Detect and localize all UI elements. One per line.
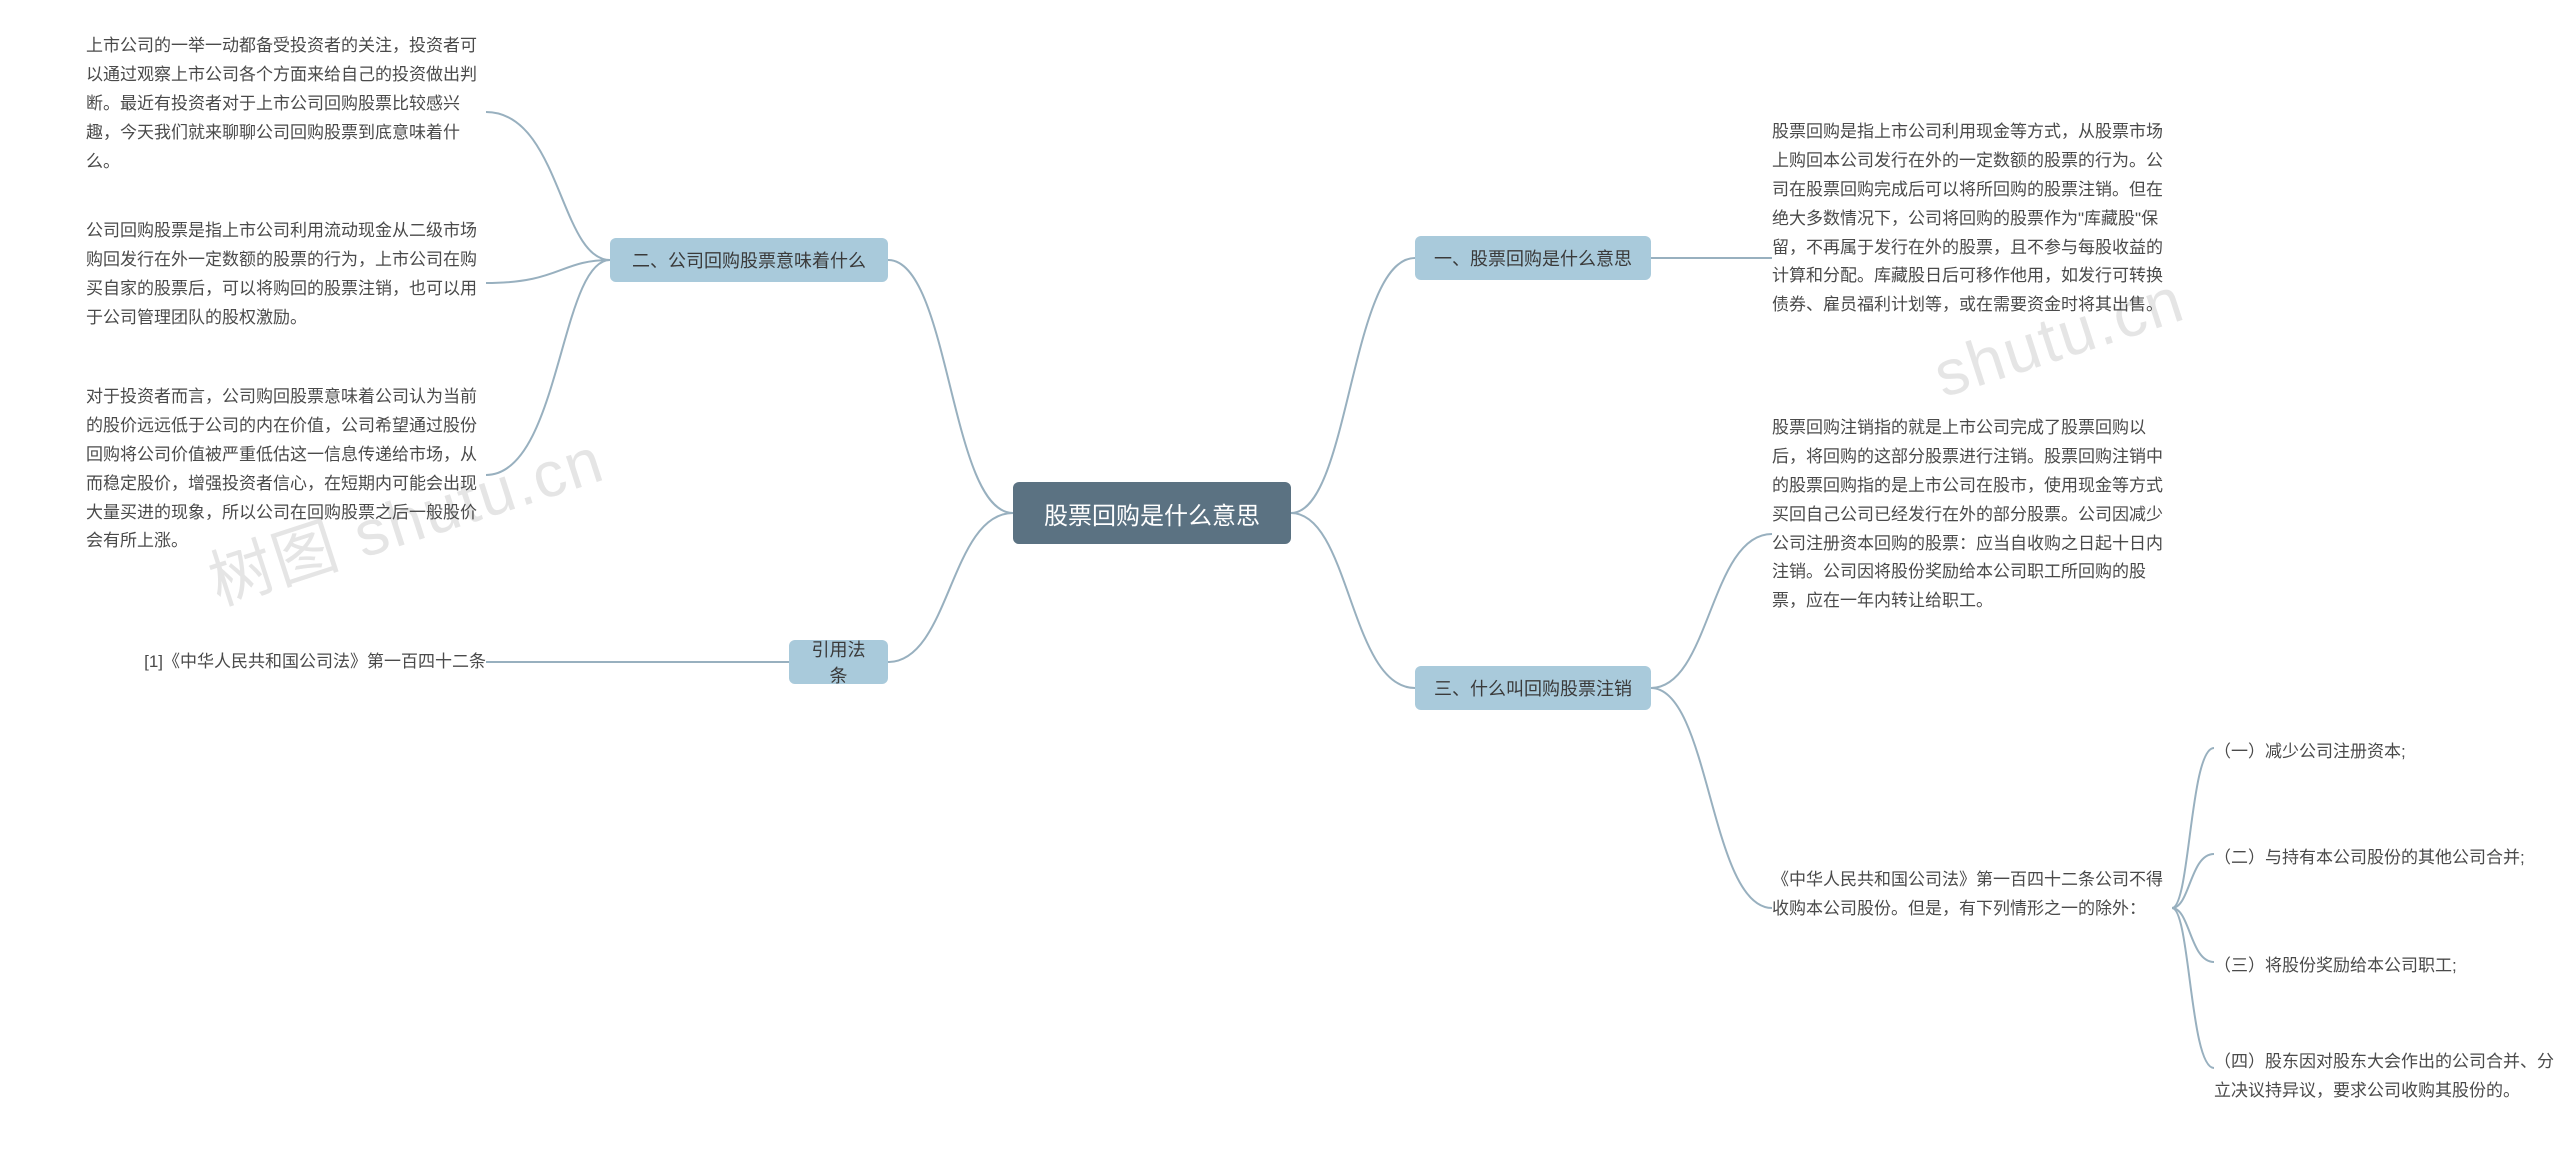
topic-l2[interactable]: 二、公司回购股票意味着什么 — [610, 238, 888, 282]
topic-l2-label: 二、公司回购股票意味着什么 — [632, 247, 866, 273]
topic-r3-label: 三、什么叫回购股票注销 — [1434, 675, 1632, 701]
leaf-r3b: 《中华人民共和国公司法》第一百四十二条公司不得收购本公司股份。但是，有下列情形之… — [1772, 866, 2172, 924]
topic-l4-label: 引用法条 — [803, 636, 874, 688]
leaf-r3a: 股票回购注销指的就是上市公司完成了股票回购以后，将回购的这部分股票进行注销。股票… — [1772, 414, 2172, 616]
root-label: 股票回购是什么意思 — [1044, 496, 1260, 531]
leaf-r3b-sub2: （二）与持有本公司股份的其他公司合并; — [2214, 844, 2554, 873]
leaf-r3b-sub1: （一）减少公司注册资本; — [2214, 738, 2554, 767]
topic-r1[interactable]: 一、股票回购是什么意思 — [1415, 236, 1651, 280]
topic-r1-label: 一、股票回购是什么意思 — [1434, 245, 1632, 271]
leaf-l2a: 上市公司的一举一动都备受投资者的关注，投资者可以通过观察上市公司各个方面来给自己… — [86, 32, 486, 176]
leaf-l4a: [1]《中华人民共和国公司法》第一百四十二条 — [86, 648, 486, 677]
leaf-l2c: 对于投资者而言，公司购回股票意味着公司认为当前的股价远远低于公司的内在价值，公司… — [86, 383, 486, 556]
leaf-r3b-sub4: （四）股东因对股东大会作出的公司合并、分立决议持异议，要求公司收购其股份的。 — [2214, 1048, 2560, 1106]
mindmap-canvas: 树图 shutu.cn shutu.cn 股票回购是什么意思 一、股票回购是 — [0, 0, 2560, 1165]
leaf-r1a: 股票回购是指上市公司利用现金等方式，从股票市场上购回本公司发行在外的一定数额的股… — [1772, 118, 2172, 320]
topic-r3[interactable]: 三、什么叫回购股票注销 — [1415, 666, 1651, 710]
root-node[interactable]: 股票回购是什么意思 — [1013, 482, 1291, 544]
topic-l4[interactable]: 引用法条 — [789, 640, 888, 684]
leaf-r3b-sub3: （三）将股份奖励给本公司职工; — [2214, 952, 2554, 981]
leaf-l2b: 公司回购股票是指上市公司利用流动现金从二级市场购回发行在外一定数额的股票的行为，… — [86, 217, 486, 333]
